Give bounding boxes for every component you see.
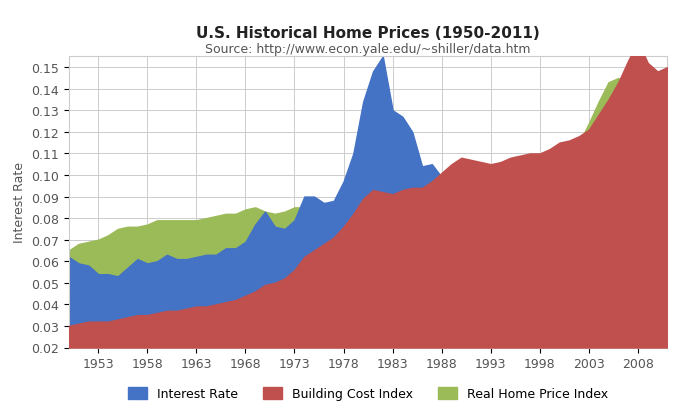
Text: Source: http://www.econ.yale.edu/~shiller/data.htm: Source: http://www.econ.yale.edu/~shille… [205, 43, 531, 56]
Legend: Interest Rate, Building Cost Index, Real Home Price Index: Interest Rate, Building Cost Index, Real… [123, 382, 613, 405]
Y-axis label: Interest Rate: Interest Rate [12, 162, 25, 243]
Title: U.S. Historical Home Prices (1950-2011): U.S. Historical Home Prices (1950-2011) [196, 26, 540, 41]
